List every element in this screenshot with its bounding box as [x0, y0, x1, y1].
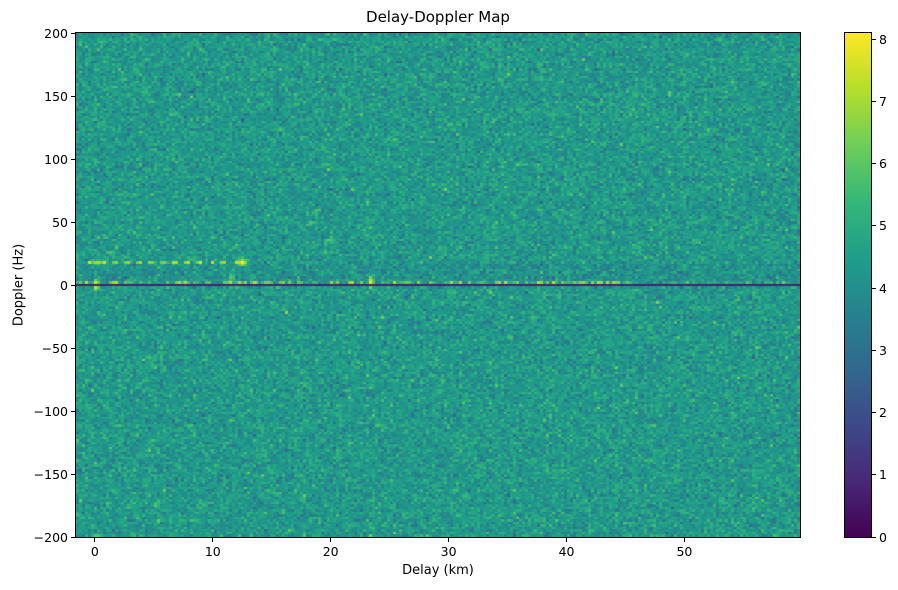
colorbar-tick-label: 7	[879, 93, 887, 109]
y-tick-mark	[71, 536, 75, 538]
y-tick-mark	[71, 410, 75, 412]
y-tick-label: −200	[33, 529, 68, 545]
colorbar-tick-label: 3	[879, 342, 887, 358]
y-tick-label: 100	[44, 151, 68, 167]
colorbar-tick-mark	[872, 349, 876, 351]
x-tick-label: 10	[204, 544, 221, 559]
x-axis-label: Delay (km)	[402, 563, 474, 578]
x-tick-mark	[566, 538, 568, 542]
colorbar-tick-mark	[872, 163, 876, 165]
x-tick-mark	[94, 538, 96, 542]
colorbar-tick-label: 4	[879, 280, 887, 296]
colorbar-tick-mark	[872, 536, 876, 538]
x-tick-label: 40	[558, 544, 575, 559]
colorbar-tick-mark	[872, 100, 876, 102]
y-tick-label: 150	[44, 88, 68, 104]
y-tick-mark	[71, 95, 75, 97]
y-tick-mark	[71, 221, 75, 223]
x-tick-mark	[683, 538, 685, 542]
y-tick-label: −100	[33, 403, 68, 419]
colorbar-tick-label: 8	[879, 31, 887, 47]
colorbar-tick-mark	[872, 225, 876, 227]
x-tick-label: 50	[676, 544, 693, 559]
chart-title: Delay-Doppler Map	[366, 8, 510, 26]
colorbar-tick-mark	[872, 412, 876, 414]
plot-area	[75, 32, 801, 538]
x-tick-mark	[212, 538, 214, 542]
colorbar-tick-label: 1	[879, 467, 887, 483]
y-tick-label: 200	[44, 25, 68, 41]
x-tick-label: 30	[440, 544, 457, 559]
colorbar-tick-label: 2	[879, 405, 887, 421]
y-tick-label: −150	[33, 466, 68, 482]
colorbar-tick-label: 6	[879, 156, 887, 172]
x-tick-label: 20	[322, 544, 339, 559]
y-tick-mark	[71, 347, 75, 349]
colorbar-gradient	[845, 33, 871, 537]
y-tick-label: −50	[41, 340, 68, 356]
heatmap-canvas	[76, 33, 800, 537]
y-tick-mark	[71, 158, 75, 160]
y-tick-mark	[71, 284, 75, 286]
colorbar-tick-mark	[872, 287, 876, 289]
colorbar	[844, 32, 872, 538]
colorbar-tick-label: 5	[879, 218, 887, 234]
x-tick-mark	[448, 538, 450, 542]
x-tick-mark	[330, 538, 332, 542]
x-tick-label: 0	[90, 544, 99, 559]
colorbar-tick-mark	[872, 38, 876, 40]
colorbar-tick-label: 0	[879, 529, 887, 545]
colorbar-tick-mark	[872, 474, 876, 476]
y-tick-label: 50	[52, 214, 68, 230]
y-tick-mark	[71, 32, 75, 34]
y-tick-mark	[71, 473, 75, 475]
y-tick-label: 0	[60, 277, 68, 293]
